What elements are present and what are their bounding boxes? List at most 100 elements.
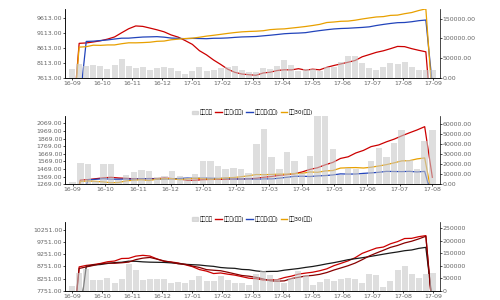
Bar xyxy=(161,279,167,291)
Bar xyxy=(260,271,266,291)
Bar xyxy=(154,177,160,184)
Bar xyxy=(182,284,188,291)
Bar xyxy=(161,67,167,78)
Bar xyxy=(408,68,414,78)
Bar xyxy=(423,70,429,78)
Bar xyxy=(76,64,82,78)
Bar xyxy=(310,285,316,291)
Bar xyxy=(70,182,76,184)
Bar xyxy=(423,274,429,291)
Bar xyxy=(292,161,298,184)
Bar xyxy=(104,69,110,78)
Bar xyxy=(76,273,82,291)
Bar xyxy=(175,282,181,291)
Bar xyxy=(388,63,394,78)
Bar xyxy=(232,283,238,291)
Bar xyxy=(316,282,322,291)
Bar xyxy=(299,172,306,184)
Bar xyxy=(230,168,236,184)
Bar xyxy=(402,62,407,78)
Bar xyxy=(310,69,316,78)
Bar xyxy=(352,279,358,291)
Bar xyxy=(430,273,436,291)
Bar xyxy=(92,181,99,184)
Bar xyxy=(168,68,174,78)
Bar xyxy=(288,278,294,291)
Bar xyxy=(380,67,386,78)
Bar xyxy=(331,281,337,291)
Bar xyxy=(408,274,414,291)
Bar xyxy=(331,67,337,78)
Bar xyxy=(169,171,175,184)
Bar xyxy=(402,266,407,291)
Bar xyxy=(146,171,152,184)
Bar xyxy=(204,70,210,78)
Bar xyxy=(132,68,139,78)
Bar xyxy=(398,130,405,184)
Bar xyxy=(123,175,130,184)
Bar xyxy=(376,148,382,184)
Bar xyxy=(314,103,321,184)
Bar xyxy=(192,174,198,184)
Bar xyxy=(218,68,224,78)
Bar xyxy=(246,285,252,291)
Bar xyxy=(322,92,328,184)
Bar xyxy=(196,276,202,291)
Bar xyxy=(168,283,174,291)
Bar xyxy=(132,270,139,291)
Bar xyxy=(77,164,84,184)
Bar xyxy=(84,164,91,184)
Bar xyxy=(267,69,273,78)
Bar xyxy=(416,70,422,78)
Bar xyxy=(282,283,288,291)
Bar xyxy=(374,275,380,291)
Bar xyxy=(416,278,422,291)
Bar xyxy=(104,278,110,291)
Bar xyxy=(140,280,146,291)
Bar xyxy=(130,172,137,184)
Bar xyxy=(224,67,230,78)
Bar xyxy=(239,283,245,291)
Bar xyxy=(232,66,238,78)
Bar xyxy=(268,157,275,184)
Bar xyxy=(352,169,359,184)
Bar xyxy=(190,280,196,291)
Bar xyxy=(345,56,351,78)
Bar xyxy=(246,173,252,184)
Bar xyxy=(284,152,290,184)
Bar xyxy=(429,130,436,184)
Bar xyxy=(345,168,352,184)
Bar xyxy=(338,175,344,184)
Bar xyxy=(394,270,400,291)
Bar xyxy=(366,68,372,78)
Bar xyxy=(296,71,302,78)
Bar xyxy=(69,286,75,291)
Bar xyxy=(204,280,210,291)
Bar xyxy=(338,279,344,291)
Bar xyxy=(222,169,229,184)
Bar xyxy=(161,176,168,184)
Bar xyxy=(274,66,280,78)
Bar xyxy=(140,67,146,78)
Bar xyxy=(126,264,132,291)
Bar xyxy=(246,72,252,78)
Bar xyxy=(253,72,259,78)
Bar xyxy=(288,65,294,78)
Bar xyxy=(345,278,351,291)
Bar xyxy=(414,169,420,184)
Bar xyxy=(100,164,106,184)
Bar xyxy=(394,64,400,78)
Bar xyxy=(296,271,302,291)
Bar xyxy=(359,63,365,78)
Bar xyxy=(98,66,103,78)
Bar xyxy=(324,279,330,291)
Bar xyxy=(302,274,308,291)
Bar xyxy=(207,161,214,184)
Legend: 成交金额, 上单价(千万), 上证指数(可比), 沪深30(可比): 成交金额, 上单价(千万), 上证指数(可比), 沪深30(可比) xyxy=(190,108,316,118)
Bar xyxy=(383,157,390,184)
Bar xyxy=(360,174,366,184)
Bar xyxy=(406,160,412,184)
Bar xyxy=(366,274,372,291)
Bar xyxy=(118,59,124,78)
Bar xyxy=(260,129,267,184)
